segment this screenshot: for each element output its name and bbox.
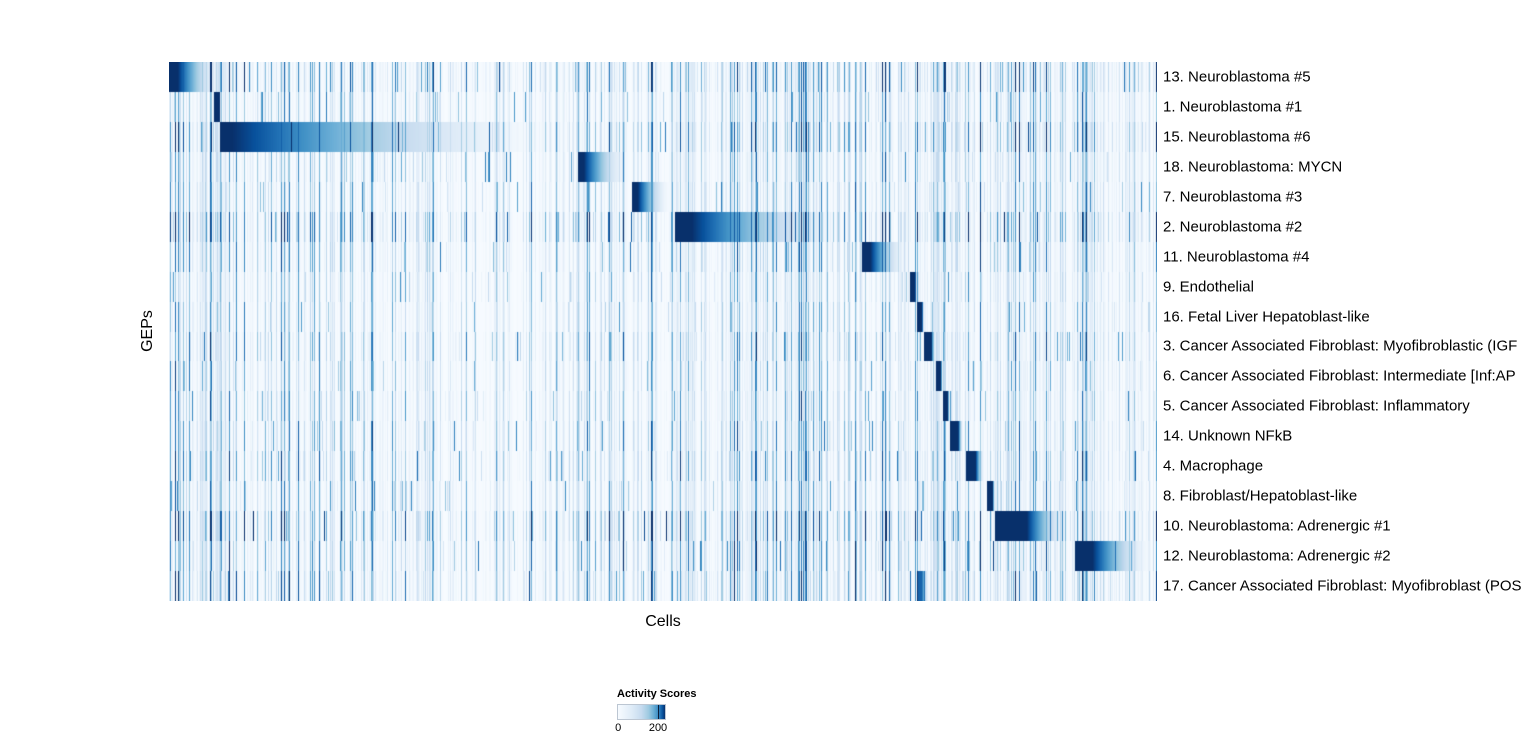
legend-max-label: 200	[648, 722, 668, 734]
row-label: 16. Fetal Liver Hepatoblast-like	[1163, 308, 1370, 326]
row-label: 6. Cancer Associated Fibroblast: Interme…	[1163, 367, 1516, 385]
legend-tick-labels: 0 200	[615, 722, 668, 736]
y-axis-label: GEPs	[139, 310, 156, 352]
row-label: 9. Endothelial	[1163, 278, 1254, 296]
row-label: 15. Neuroblastoma #6	[1163, 128, 1311, 146]
row-label: 18. Neuroblastoma: MYCN	[1163, 158, 1343, 176]
row-label: 2. Neuroblastoma #2	[1163, 218, 1303, 236]
row-label: 3. Cancer Associated Fibroblast: Myofibr…	[1163, 337, 1518, 355]
row-label: 1. Neuroblastoma #1	[1163, 98, 1303, 116]
row-label: 13. Neuroblastoma #5	[1163, 68, 1311, 86]
row-label: 4. Macrophage	[1163, 457, 1264, 475]
legend: Activity Scores 0 200	[615, 688, 737, 736]
row-label: 12. Neuroblastoma: Adrenergic #2	[1163, 547, 1391, 565]
row-label: 10. Neuroblastoma: Adrenergic #1	[1163, 517, 1391, 535]
legend-title: Activity Scores	[617, 688, 697, 700]
legend-min-label: 0	[615, 722, 622, 734]
legend-max-tick	[658, 705, 659, 719]
row-label: 17. Cancer Associated Fibroblast: Myofib…	[1163, 577, 1522, 595]
row-label: 11. Neuroblastoma #4	[1163, 248, 1310, 266]
heatmap	[169, 62, 1157, 601]
row-labels: 13. Neuroblastoma #5 1. Neuroblastoma #1 1…	[1163, 62, 1540, 601]
row-label: 7. Neuroblastoma #3	[1163, 188, 1303, 206]
row-label: 8. Fibroblast/Hepatoblast-like	[1163, 487, 1358, 505]
row-label: 5. Cancer Associated Fibroblast: Inflamm…	[1163, 397, 1470, 415]
legend-colorbar	[617, 704, 666, 720]
x-axis-label: Cells	[645, 613, 681, 630]
row-label: 14. Unknown NFkB	[1163, 427, 1293, 445]
